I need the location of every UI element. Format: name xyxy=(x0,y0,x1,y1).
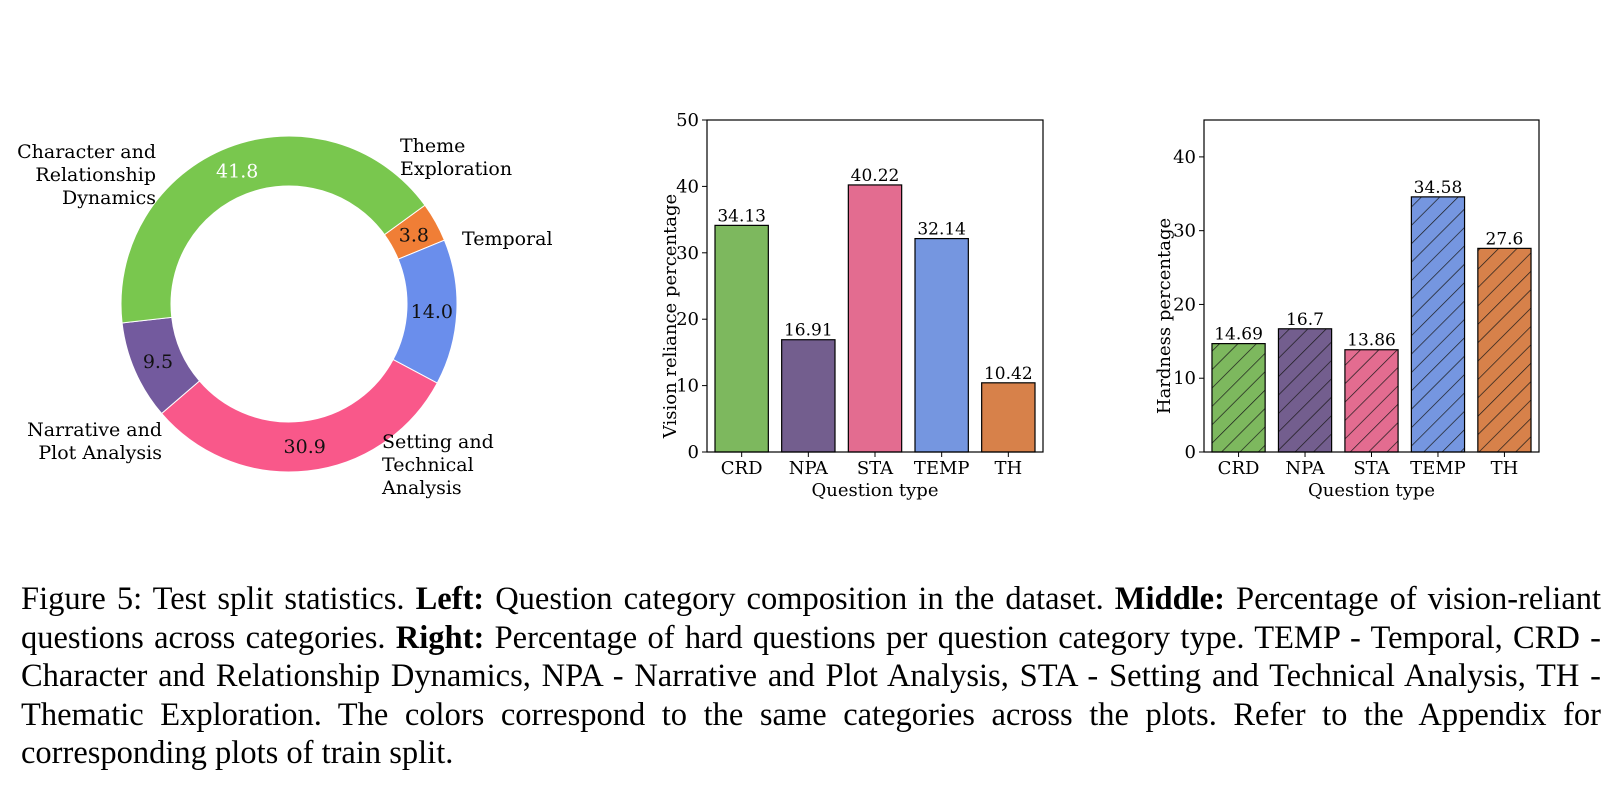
y-tick-label: 30 xyxy=(1173,221,1196,242)
donut-category-label: Setting and xyxy=(382,431,494,453)
x-tick-label: CRD xyxy=(1218,458,1260,479)
bar-crd xyxy=(1211,343,1266,453)
bar-value-label: 27.6 xyxy=(1486,229,1524,249)
y-tick-label: 10 xyxy=(676,376,699,397)
bar-value-label: 34.58 xyxy=(1414,178,1463,198)
x-tick-label: CRD xyxy=(721,458,763,479)
x-axis-label: Question type xyxy=(812,480,939,501)
plot-frame xyxy=(1203,119,1540,453)
y-tick-label: 20 xyxy=(1173,294,1196,315)
caption-left-label: Left: xyxy=(415,581,485,617)
y-tick-label: 0 xyxy=(1185,442,1196,463)
donut-slice-setting-and-technical-analysis xyxy=(160,358,438,473)
bar-sta xyxy=(847,184,903,453)
x-tick-label: NPA xyxy=(1285,458,1325,479)
donut-category-label: Narrative and xyxy=(27,419,162,441)
y-tick-label: 20 xyxy=(676,309,699,330)
donut-category-label: Analysis xyxy=(381,477,462,499)
x-tick-label: TH xyxy=(994,458,1022,479)
y-tick-label: 30 xyxy=(676,243,699,264)
caption-left-text: Question category composition in the dat… xyxy=(495,581,1104,617)
bar-value-label: 32.14 xyxy=(917,220,966,240)
donut-category-label: Character and xyxy=(17,141,156,163)
caption-right-label: Right: xyxy=(395,619,485,656)
donut-category-label: Relationship xyxy=(35,164,156,186)
donut-value-label: 3.8 xyxy=(399,224,429,246)
donut-value-label: 14.0 xyxy=(411,301,453,323)
x-axis-label: Question type xyxy=(1308,480,1435,501)
x-tick-label: NPA xyxy=(789,458,829,479)
donut-category-label: Plot Analysis xyxy=(38,442,162,464)
x-tick-label: TH xyxy=(1491,458,1519,479)
bar-value-label: 13.86 xyxy=(1347,331,1396,351)
donut-value-label: 30.9 xyxy=(284,436,326,458)
x-tick-label: STA xyxy=(1353,458,1390,479)
x-tick-label: TEMP xyxy=(914,458,970,479)
donut-slice-character-and-relationship-dynamics xyxy=(120,135,426,324)
donut-value-label: 41.8 xyxy=(216,161,258,183)
figure-caption: Figure 5: Test split statistics. Left: Q… xyxy=(21,580,1601,773)
bar-npa xyxy=(781,339,836,453)
caption-right-text: Percentage of hard questions per questio… xyxy=(21,619,1602,772)
caption-middle-text: Percentage of vision-reliant questions a… xyxy=(21,581,1602,656)
bar-value-label: 34.13 xyxy=(717,206,766,226)
donut-category-label: Dynamics xyxy=(62,187,156,209)
plot-frame xyxy=(706,119,1044,453)
donut-category-label: Technical xyxy=(382,454,474,476)
bar-th xyxy=(981,382,1036,453)
donut-value-label: 9.5 xyxy=(143,351,173,373)
y-tick-label: 40 xyxy=(676,176,699,197)
donut-category-label: Temporal xyxy=(462,228,553,250)
bar-value-label: 16.91 xyxy=(784,321,833,341)
bar-value-label: 16.7 xyxy=(1286,310,1324,330)
y-tick-label: 10 xyxy=(1173,368,1196,389)
bar-sta xyxy=(1344,349,1399,453)
bar-value-label: 40.22 xyxy=(851,166,900,186)
bar-value-label: 14.69 xyxy=(1214,325,1263,345)
bar-temp xyxy=(1410,196,1466,453)
bar-th xyxy=(1477,247,1532,453)
caption-figure-label: Figure 5: Test split statistics. xyxy=(21,581,405,617)
y-tick-label: 40 xyxy=(1173,147,1196,168)
bar-temp xyxy=(914,237,969,453)
y-axis-label: Hardness percentage xyxy=(1154,218,1175,414)
bar-npa xyxy=(1277,328,1333,453)
y-tick-label: 0 xyxy=(688,442,699,463)
x-tick-label: STA xyxy=(857,458,894,479)
caption-middle-label: Middle: xyxy=(1114,581,1225,617)
hardness-bar-chart: 14.69 CRD 16.7 NPA 13.86 STA 34.58 TEMP 27.6 TH 0 1… xyxy=(1154,119,1540,501)
bar-crd xyxy=(714,224,769,453)
donut-category-label: Exploration xyxy=(400,158,512,180)
donut-category-label: Theme xyxy=(400,135,465,157)
y-tick-label: 50 xyxy=(676,110,699,131)
vision-reliance-bar-chart: 34.13 CRD 16.91 NPA 40.22 STA 32.14 TEMP 10.42 TH… xyxy=(660,110,1044,501)
bar-value-label: 10.42 xyxy=(984,364,1033,384)
y-axis-label: Vision reliance percentage xyxy=(660,194,681,439)
x-tick-label: TEMP xyxy=(1410,458,1466,479)
